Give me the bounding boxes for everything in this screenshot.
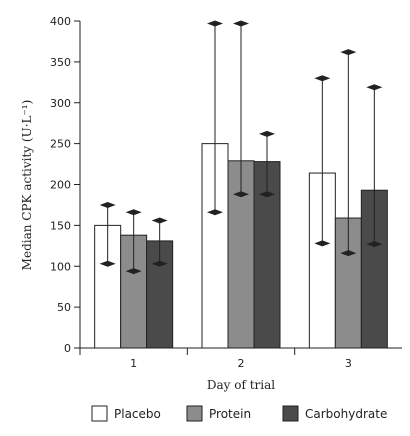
y-tick-label: 0 — [64, 342, 71, 355]
error-cap-high — [366, 84, 383, 91]
legend-label-protein: Protein — [209, 407, 251, 421]
error-cap-low — [125, 268, 142, 275]
error-cap-low — [207, 209, 223, 216]
error-cap-high — [151, 217, 168, 224]
x-tick-label: 1 — [130, 357, 137, 370]
y-tick-label: 150 — [50, 219, 71, 232]
x-axis: 1 2 3 — [79, 347, 402, 370]
error-cap-high — [340, 49, 357, 56]
bars — [94, 143, 388, 349]
x-tick-label: 2 — [238, 357, 245, 370]
legend-swatch-protein — [186, 405, 203, 422]
error-cap-low — [99, 260, 116, 267]
error-bars — [99, 20, 383, 275]
y-tick-label: 300 — [50, 97, 71, 110]
legend-swatch-carbohydrate — [282, 405, 299, 422]
error-cap-low — [259, 191, 275, 198]
x-axis-label: Day of trial — [207, 378, 275, 392]
error-cap-high — [125, 209, 142, 216]
y-axis-label: Median CPK activity (U·L⁻¹) — [20, 100, 34, 271]
error-cap-high — [207, 20, 223, 27]
error-cap-low — [340, 250, 357, 257]
legend-swatch-placebo — [91, 405, 108, 422]
error-cap-high — [259, 130, 275, 137]
y-tick-label: 200 — [50, 179, 71, 192]
y-tick-label: 250 — [50, 138, 71, 151]
legend: Placebo Protein Carbohydrate — [91, 405, 387, 422]
y-axis: 0 50 100 150 200 250 300 350 400 — [50, 15, 81, 355]
legend-label-carbohydrate: Carbohydrate — [305, 407, 387, 421]
legend-label-placebo: Placebo — [114, 407, 161, 421]
error-cap-low — [314, 240, 331, 247]
error-cap-low — [151, 260, 168, 267]
y-tick-label: 400 — [50, 15, 71, 28]
x-tick-label: 3 — [345, 357, 352, 370]
error-cap-high — [99, 201, 116, 208]
error-cap-low — [233, 191, 249, 198]
y-tick-label: 50 — [57, 301, 71, 314]
error-cap-high — [314, 75, 331, 82]
error-cap-low — [366, 241, 383, 248]
y-tick-label: 100 — [50, 260, 71, 273]
error-cap-high — [233, 20, 249, 27]
y-tick-label: 350 — [50, 56, 71, 69]
